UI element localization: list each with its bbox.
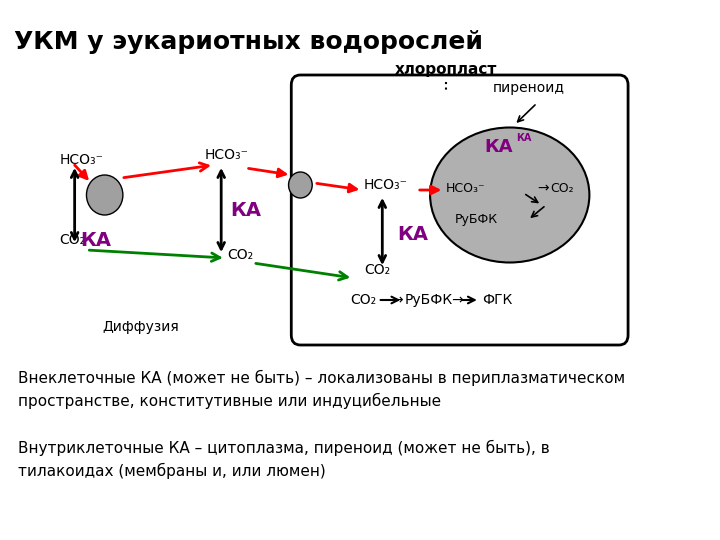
Text: Внеклеточные КА (может не быть) – локализованы в периплазматическом
пространстве: Внеклеточные КА (может не быть) – локали… — [18, 370, 626, 409]
Text: CO₂: CO₂ — [351, 293, 377, 307]
Text: ФГК: ФГК — [482, 293, 513, 307]
Text: РуБФК→: РуБФК→ — [405, 293, 465, 307]
Circle shape — [289, 172, 312, 198]
Ellipse shape — [430, 127, 590, 262]
Circle shape — [86, 175, 123, 215]
Text: HCO₃⁻: HCO₃⁻ — [446, 181, 486, 194]
Text: КА: КА — [230, 200, 261, 219]
Text: КА: КА — [80, 231, 111, 249]
Text: Диффузия: Диффузия — [103, 320, 179, 334]
Text: пиреноид: пиреноид — [492, 81, 564, 95]
Text: УКМ у эукариотных водорослей: УКМ у эукариотных водорослей — [14, 30, 482, 54]
Text: HCO₃⁻: HCO₃⁻ — [59, 153, 103, 167]
Text: КА: КА — [397, 226, 428, 245]
Text: КА: КА — [516, 133, 531, 143]
Text: HCO₃⁻: HCO₃⁻ — [364, 178, 408, 192]
Text: →: → — [537, 181, 549, 195]
Text: хлоропласт: хлоропласт — [395, 62, 498, 77]
Text: CO₂: CO₂ — [551, 181, 575, 194]
Text: CO₂: CO₂ — [364, 263, 390, 277]
Text: CO₂: CO₂ — [59, 233, 85, 247]
FancyBboxPatch shape — [292, 75, 628, 345]
Text: CO₂: CO₂ — [228, 248, 253, 262]
Text: HCO₃⁻: HCO₃⁻ — [204, 148, 249, 162]
Text: →: → — [392, 293, 403, 307]
Text: КА: КА — [485, 138, 513, 156]
Text: РуБФК: РуБФК — [455, 213, 498, 226]
Text: Внутриклеточные КА – цитоплазма, пиреноид (может не быть), в
тилакоидах (мембран: Внутриклеточные КА – цитоплазма, пиренои… — [18, 440, 550, 479]
